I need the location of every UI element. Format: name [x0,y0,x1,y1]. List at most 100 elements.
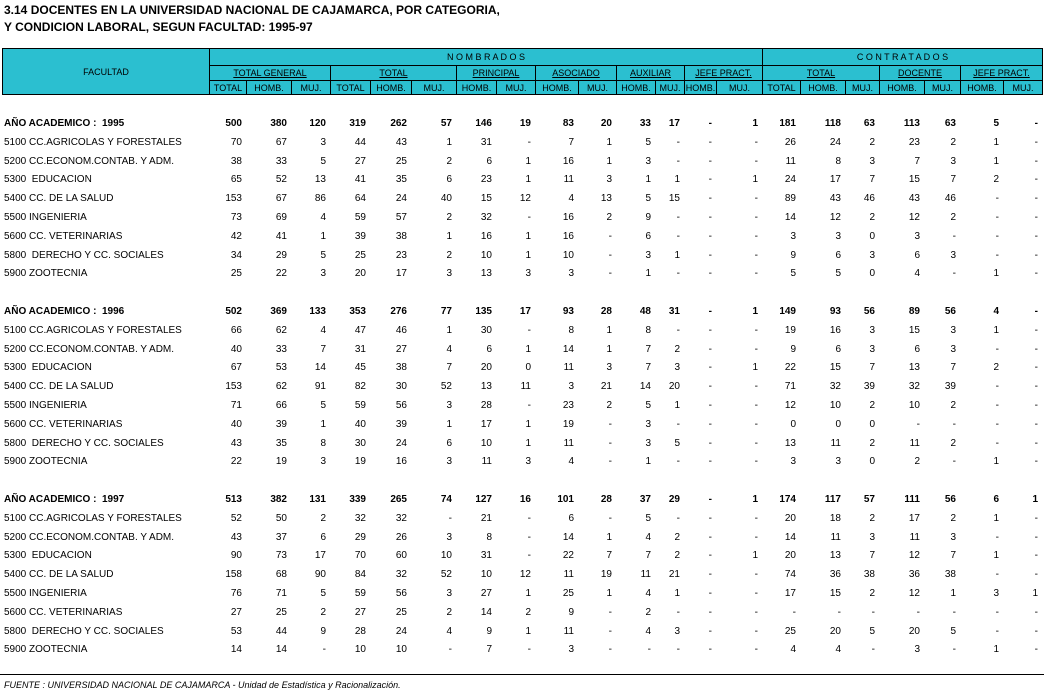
table-row-label: 5400 CC. DE LA SALUD [4,381,114,392]
table-row-cell: 6 [914,250,920,261]
table-row-cell: 38 [395,362,407,373]
table-row-label: 5100 CC.AGRICOLAS Y FORESTALES [4,513,182,524]
section-total-row-cell: 133 [309,306,326,317]
table-row-cell: 73 [275,550,287,561]
table-row-cell: 10 [908,400,920,411]
table-row-cell: - [952,419,956,430]
table-row-cell: 3 [869,532,875,543]
table-row-cell: 6 [835,250,841,261]
table-row-cell: 53 [230,626,242,637]
table-row-cell: - [1034,193,1038,204]
section-total-row-cell: 500 [225,118,242,129]
table-row-cell: 30 [354,438,366,449]
table-row-cell: 59 [354,400,366,411]
table-row-cell: - [871,644,875,655]
table-row-cell: 23 [562,400,574,411]
header-group: AUXILIAR [616,65,685,81]
table-row-cell: 71 [784,381,796,392]
table-row-cell: 10 [829,400,841,411]
table-row-cell: 59 [354,588,366,599]
table-row-cell: 43 [829,193,841,204]
table-row-cell: 1 [993,644,999,655]
table-row-cell: - [608,250,612,261]
table-row-cell: 3 [950,344,956,355]
table-row-cell: 20 [668,381,680,392]
table-row-cell: 25 [784,626,796,637]
table-row-cell: 28 [354,626,366,637]
table-row-cell: - [527,532,531,543]
table-row-cell: 1 [525,626,531,637]
table-row-cell: 44 [275,626,287,637]
table-row-cell: - [1034,231,1038,242]
table-row-cell: - [708,626,712,637]
section-total-row-cell: 117 [824,494,841,505]
table-row-cell: 2 [869,438,875,449]
table-row-cell: 5 [645,513,651,524]
section-total-row-cell: 83 [562,118,574,129]
table-row-cell: 11 [830,438,841,449]
table-row-cell: - [754,532,758,543]
table-row-cell: 0 [869,231,875,242]
table-row-cell: 74 [784,569,796,580]
table-row-cell: - [708,532,712,543]
section-total-row-cell: 56 [944,306,956,317]
table-row-cell: 4 [835,644,841,655]
table-row-cell: - [871,607,875,618]
table-row-cell: 32 [395,513,407,524]
table-row-cell: 7 [869,362,875,373]
table-row-cell: 36 [829,569,841,580]
table-row-cell: 5 [835,268,841,279]
table-row-cell: 14 [314,362,326,373]
table-row-cell: - [837,607,841,618]
table-row-cell: 2 [950,137,956,148]
table-row-cell: 65 [230,174,242,185]
table-row-cell: - [754,325,758,336]
table-row-cell: 11 [563,569,574,580]
table-row-cell: 13 [784,438,796,449]
table-row-cell: 46 [944,193,956,204]
table-row-cell: 70 [354,550,366,561]
section-total-row-cell: 262 [390,118,407,129]
table-row-cell: 67 [230,362,242,373]
table-row-cell: 1 [606,532,612,543]
table-row-cell: - [995,344,999,355]
table-row-cell: 8 [486,532,492,543]
table-row-label: 5900 ZOOTECNIA [4,268,88,279]
table-row-cell: - [754,438,758,449]
header-group: ASOCIADO [535,65,617,81]
table-row-cell: 1 [950,588,956,599]
section-total-row-cell: 4 [993,306,999,317]
table-row-cell: 30 [395,381,407,392]
table-row-cell: - [708,362,712,373]
table-row-cell: 2 [950,438,956,449]
section-total-row-cell: 17 [519,306,531,317]
table-row-cell: 1 [525,344,531,355]
table-row-cell: - [754,400,758,411]
table-row-cell: - [952,607,956,618]
table-row-cell: - [676,644,680,655]
table-row-cell: - [708,644,712,655]
table-row-cell: 31 [354,344,366,355]
table-row-cell: 45 [354,362,366,373]
table-row-cell: 15 [829,362,841,373]
table-row-cell: 22 [784,362,796,373]
table-row-cell: - [952,268,956,279]
header-nombrados: N O M B R A D O S [209,48,763,66]
header-subcolumn: TOTAL [762,80,801,95]
table-row-cell: 2 [320,513,326,524]
table-row-cell: 0 [790,419,796,430]
table-row-cell: 6 [914,344,920,355]
table-row-cell: 44 [354,137,366,148]
table-row-cell: 14 [480,607,492,618]
table-row-cell: 39 [354,231,366,242]
table-row-cell: 36 [908,569,920,580]
table-row-label: 5300 EDUCACION [4,550,92,561]
table-row-cell: 23 [480,174,492,185]
table-row-cell: - [754,250,758,261]
table-row-cell: 12 [908,588,920,599]
table-row-cell: - [527,400,531,411]
table-row-cell: 1 [446,419,452,430]
table-row-cell: 71 [230,400,242,411]
table-row-cell: 11 [481,456,492,467]
table-row-cell: 27 [354,156,366,167]
